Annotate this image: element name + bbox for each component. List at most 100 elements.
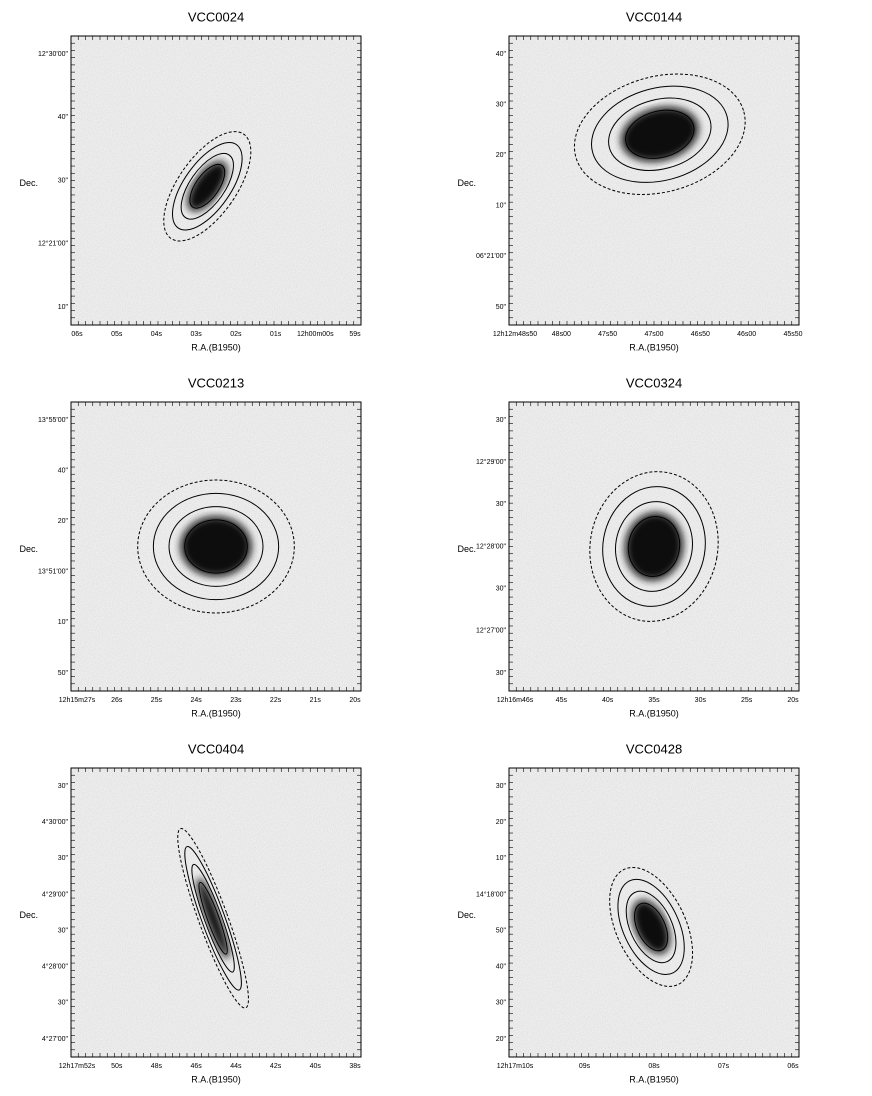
x-tick-label: 45s50: [783, 331, 802, 338]
y-tick-label: 40": [58, 467, 69, 474]
contour: [617, 878, 685, 976]
x-tick-label: 40s: [602, 697, 614, 704]
panel-title: VCC0144: [626, 9, 682, 24]
x-tick-label: 09s: [579, 1063, 591, 1070]
y-tick-label: 30": [496, 417, 507, 424]
contour: [184, 845, 242, 991]
contour: [602, 486, 706, 607]
y-tick-label: 20": [496, 152, 507, 159]
y-tick-label: 30": [496, 670, 507, 677]
contour: [634, 902, 669, 952]
contour: [627, 516, 681, 577]
galaxy-core: [187, 161, 227, 211]
panel: VCC0144 12h12m48s50 48s00 47s50 47s00 46s50 46…: [457, 9, 802, 352]
x-tick-label: 50s: [111, 1063, 123, 1070]
y-tick-label: 10": [496, 203, 507, 210]
y-tick-label: 4°28'00": [42, 963, 69, 971]
contour: [177, 828, 249, 1009]
x-tick-label: 24s: [190, 697, 202, 704]
x-tick-label: 59s: [349, 331, 361, 338]
contour: [168, 506, 264, 587]
y-tick-label: 50": [496, 304, 507, 311]
galaxy: [589, 471, 719, 622]
x-tick-label: 42s: [270, 1063, 282, 1070]
panel: VCC0213 12h15m27s 26s 25s 24s 23s 22s 21s 20s 13°…: [19, 375, 362, 718]
contour: [152, 492, 280, 601]
x-tick-label: 30s: [695, 697, 707, 704]
x-tick-label: 12h16m46s: [497, 697, 534, 704]
y-tick-label: 12°21'00": [38, 240, 68, 248]
x-tick-label: 46s: [190, 1063, 202, 1070]
galaxy: [177, 828, 249, 1009]
galaxy: [573, 73, 746, 195]
x-tick-label: 44s: [230, 1063, 242, 1070]
y-tick-label: 13°51'00": [38, 568, 68, 576]
panel: VCC0324 12h16m46s 45s 40s 35s 30s 25s 20s 30" 12°…: [457, 375, 800, 718]
contour: [191, 863, 235, 973]
x-tick-label: 06s: [787, 1063, 799, 1070]
y-tick-label: 30": [496, 101, 507, 108]
panel-title: VCC0404: [188, 741, 244, 756]
y-tick-label: 30": [58, 855, 69, 862]
y-tick-label: 20": [496, 819, 507, 826]
x-tick-label: 03s: [190, 331, 202, 338]
contour: [625, 109, 695, 159]
x-tick-label: 12h00m00s: [297, 331, 334, 338]
x-tick-label: 46s50: [691, 331, 710, 338]
x-axis-label: R.A.(B1950): [629, 708, 679, 718]
y-tick-label: 20": [58, 518, 69, 525]
x-tick-label: 25s: [151, 697, 163, 704]
panel-title: VCC0213: [188, 375, 244, 390]
y-tick-label: 12°29'00": [476, 458, 506, 466]
x-tick-label: 46s00: [737, 331, 756, 338]
contour: [189, 163, 226, 209]
y-tick-label: 12°30'00": [38, 50, 68, 58]
y-tick-label: 10": [58, 619, 69, 626]
panel-title: VCC0024: [188, 9, 244, 24]
contour: [163, 131, 252, 242]
panel-title: VCC0428: [626, 741, 682, 756]
y-tick-label: 40": [496, 51, 507, 58]
x-tick-label: 48s: [151, 1063, 163, 1070]
y-tick-label: 14°18'00": [476, 890, 506, 898]
y-axis-label: Dec.: [457, 910, 476, 920]
x-tick-label: 12h12m48s50: [493, 331, 537, 338]
x-tick-label: 25s: [741, 697, 753, 704]
y-tick-label: 30": [58, 1000, 69, 1007]
y-tick-label: 40": [58, 114, 69, 121]
x-tick-label: 48s00: [552, 331, 571, 338]
x-tick-label: 05s: [111, 331, 123, 338]
x-tick-label: 04s: [151, 331, 163, 338]
x-tick-label: 26s: [111, 697, 123, 704]
y-tick-label: 12°28'00": [476, 542, 506, 550]
contour: [137, 479, 295, 614]
galaxy: [163, 131, 252, 242]
galaxy: [137, 479, 295, 614]
x-axis-label: R.A.(B1950): [629, 1074, 679, 1084]
x-tick-label: 02s: [230, 331, 242, 338]
contour: [609, 866, 694, 987]
contour: [171, 142, 243, 231]
x-tick-label: 40s: [310, 1063, 322, 1070]
x-tick-label: 12h15m27s: [59, 697, 96, 704]
x-tick-label: 38s: [349, 1063, 361, 1070]
y-axis-label: Dec.: [19, 544, 38, 554]
contour: [573, 73, 746, 195]
x-axis-label: R.A.(B1950): [191, 1074, 241, 1084]
x-tick-label: 08s: [648, 1063, 660, 1070]
y-tick-label: 30": [496, 586, 507, 593]
y-tick-label: 50": [496, 927, 507, 934]
x-tick-label: 01s: [270, 331, 282, 338]
galaxy-core: [621, 107, 699, 162]
x-tick-label: 12h17m10s: [497, 1063, 534, 1070]
contour: [614, 501, 694, 592]
y-tick-label: 30": [58, 927, 69, 934]
x-tick-label: 23s: [230, 697, 242, 704]
y-axis-label: Dec.: [457, 544, 476, 554]
panel: VCC0428 12h17m10s 09s 08s 07s 06s 30" 20" 10" 14°…: [457, 741, 800, 1084]
y-tick-label: 10": [58, 304, 69, 311]
galaxy-core: [632, 900, 670, 954]
contour: [180, 152, 234, 220]
y-tick-label: 30": [496, 783, 507, 790]
